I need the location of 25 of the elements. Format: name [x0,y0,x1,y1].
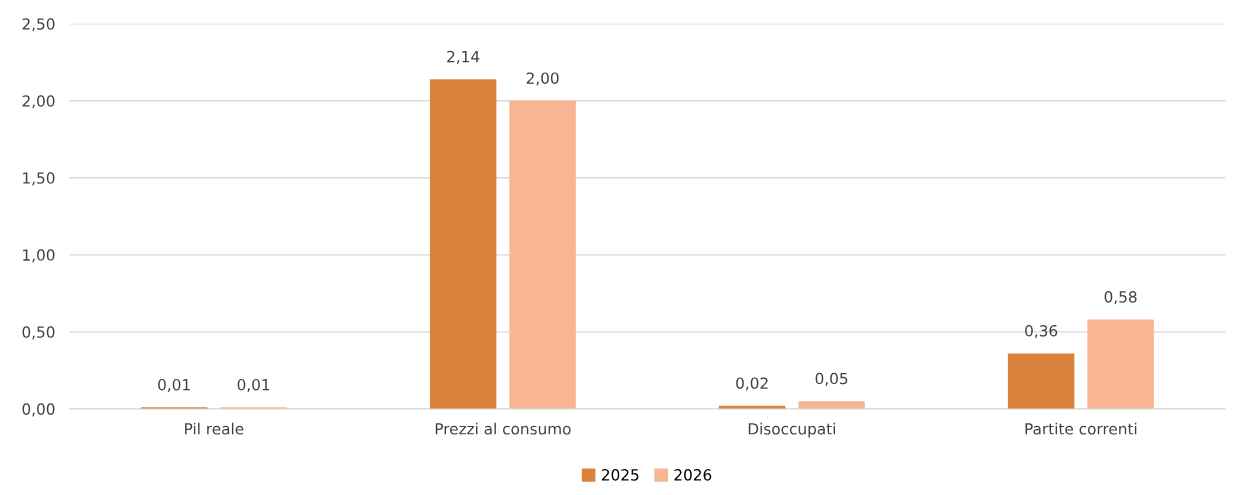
bar [429,79,497,409]
y-tick-label: 2,50 [22,18,55,32]
x-tick-label: Prezzi al consumo [435,422,571,435]
y-tick-label: 0,50 [22,326,55,340]
data-label: 0,58 [1104,291,1137,305]
y-tick-label: 1,50 [23,172,55,186]
bar [1007,353,1075,409]
y-tick-label: 2,00 [22,95,55,109]
x-tick-label: Partite correnti [1025,422,1137,435]
y-tick-label: 0,00 [22,403,55,417]
data-label: 2,14 [447,50,480,64]
bar [509,100,576,409]
legend-label: 2026 [674,469,712,481]
legend-label: 2025 [601,469,639,481]
data-label: 0,02 [736,377,768,391]
data-label: 2,00 [526,72,559,86]
bar [1087,319,1154,409]
data-label: 0,36 [1025,325,1058,339]
data-label: 0,01 [158,378,190,393]
data-label: 0,01 [237,378,270,393]
x-tick-label: Disoccupati [748,422,835,438]
bar [798,401,865,409]
data-label: 0,05 [815,372,848,386]
y-tick-label: 1,00 [23,249,55,263]
x-tick-label: Pil reale [185,422,244,435]
